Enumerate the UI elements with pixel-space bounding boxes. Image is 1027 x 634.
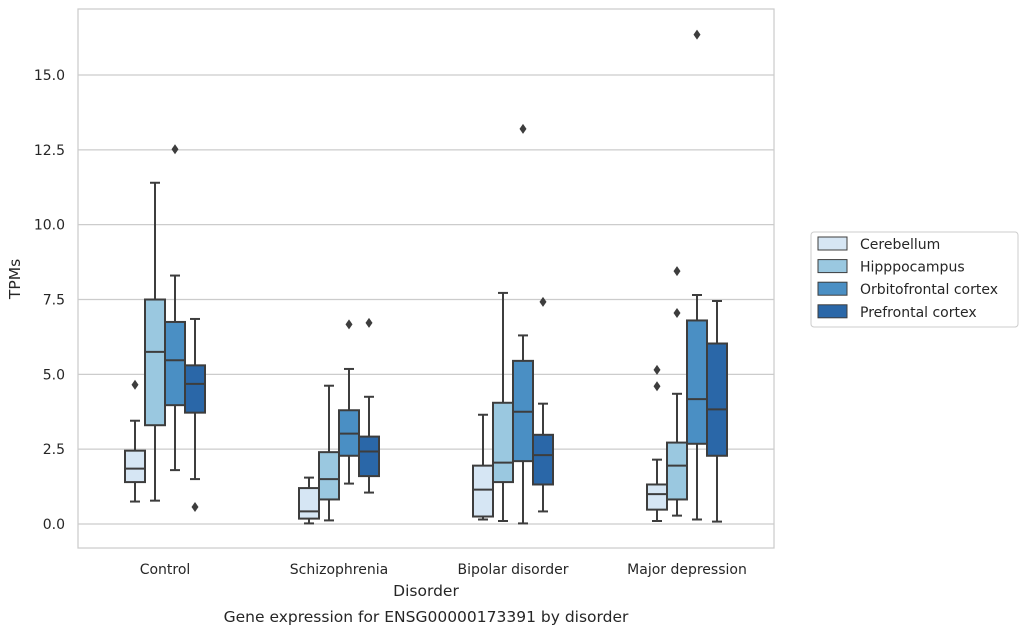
box-body (646, 483, 668, 511)
y-tick-label: 10.0 (34, 218, 65, 234)
box-groups (124, 29, 728, 525)
box-body (358, 435, 380, 478)
legend-label: Cerebellum (860, 237, 940, 253)
x-axis-label: Disorder (393, 582, 459, 600)
box-orbitofrontal-cortex-control (164, 144, 186, 472)
legend-label: Prefrontal cortex (860, 305, 977, 321)
box-body (492, 401, 514, 484)
x-tick-labels: Control Schizophrenia Bipolar disorder Majo… (140, 562, 747, 578)
box-hipppocampus-bipolar-disorder (492, 291, 514, 523)
chart-title: Gene expression for ENSG00000173391 by d… (224, 608, 629, 626)
y-axis-label: TPMs (6, 259, 24, 300)
x-tick-label: Major depression (627, 562, 747, 578)
outlier-point (191, 501, 199, 512)
y-tick-label: 15.0 (34, 68, 65, 84)
y-tick-label: 2.5 (43, 442, 65, 458)
legend-swatch (817, 236, 848, 251)
box-orbitofrontal-cortex-bipolar-disorder (512, 123, 534, 525)
box-prefrontal-cortex-schizophrenia (358, 317, 380, 494)
y-tick-label: 0.0 (43, 517, 65, 533)
box-prefrontal-cortex-bipolar-disorder (532, 296, 554, 513)
legend-label: Hipppocampus (860, 260, 965, 276)
box-body (184, 364, 206, 414)
box-body (472, 464, 494, 518)
y-tick-label: 7.5 (43, 293, 65, 309)
y-tick-label: 12.5 (34, 143, 65, 159)
box-body (298, 487, 320, 520)
box-cerebellum-major-depression (646, 364, 668, 523)
box-body (144, 298, 166, 427)
legend: Cerebellum Hipppocampus Orbitofrontal cort… (810, 231, 1019, 328)
y-tick-label: 5.0 (43, 367, 65, 383)
outlier-point (171, 144, 179, 155)
y-tick-labels: 0.0 2.5 5.0 7.5 10.0 12.5 15.0 (34, 68, 65, 533)
legend-swatch (817, 281, 848, 296)
box-hipppocampus-schizophrenia (318, 384, 340, 522)
box-body (706, 342, 728, 457)
outlier-point (673, 307, 681, 318)
outlier-point (653, 381, 661, 392)
outlier-point (131, 379, 139, 390)
box-orbitofrontal-cortex-major-depression (686, 29, 708, 521)
outlier-point (539, 296, 547, 307)
x-tick-label: Control (140, 562, 191, 578)
box-hipppocampus-control (144, 181, 166, 502)
box-prefrontal-cortex-major-depression (706, 299, 728, 523)
box-prefrontal-cortex-control (184, 317, 206, 512)
box-hipppocampus-major-depression (666, 266, 688, 517)
box-cerebellum-control (124, 379, 146, 503)
box-body (124, 449, 146, 484)
outlier-point (673, 266, 681, 277)
outlier-point (365, 317, 373, 328)
box-cerebellum-bipolar-disorder (472, 413, 494, 521)
outlier-point (519, 123, 527, 134)
box-orbitofrontal-cortex-schizophrenia (338, 319, 360, 485)
outlier-point (345, 319, 353, 330)
x-tick-label: Bipolar disorder (457, 562, 568, 578)
legend-swatch (817, 304, 848, 319)
box-body (532, 433, 554, 486)
legend-swatch (817, 259, 848, 274)
box-body (318, 451, 340, 501)
box-body (686, 319, 708, 445)
box-body (164, 320, 186, 407)
plot-area-frame (77, 8, 775, 549)
box-body (666, 441, 688, 501)
box-cerebellum-schizophrenia (298, 476, 320, 525)
outlier-point (693, 29, 701, 40)
legend-label: Orbitofrontal cortex (860, 282, 998, 298)
x-tick-label: Schizophrenia (290, 562, 388, 578)
outlier-point (653, 364, 661, 375)
legend-frame (810, 231, 1019, 328)
